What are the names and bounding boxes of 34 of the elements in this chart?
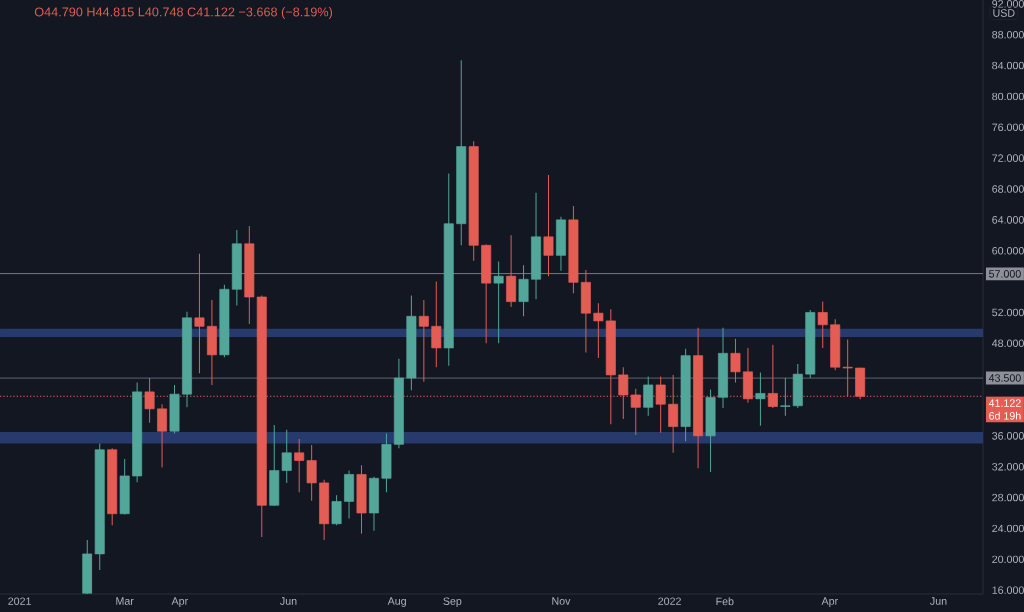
y-tick-label: 32.000 — [992, 462, 1024, 471]
x-tick-label: Jun — [930, 597, 947, 605]
y-tick-label: 24.000 — [992, 524, 1024, 533]
y-tick-label: 48.000 — [991, 339, 1024, 348]
text: O44.790 H44.815 L40.748 C41.122 −3.668 (−8.19%) — [34, 7, 333, 19]
x-tick-label: 2022 — [658, 597, 681, 605]
x-tick-label: Mar — [116, 597, 134, 605]
y-tick-label: 16.000 — [992, 586, 1024, 594]
ref-line-label: 41.122 — [988, 399, 1021, 407]
y-tick-label: 68.000 — [992, 185, 1024, 193]
x-tick-label: Jun — [280, 597, 297, 605]
ref-line-label: 43.500 — [988, 374, 1021, 382]
y-tick-label: 84.000 — [992, 61, 1024, 70]
x-tick-label: Nov — [552, 597, 571, 605]
ref-line-label: 57.000 — [989, 270, 1021, 278]
x-tick-label: 2021 — [8, 597, 31, 605]
x-tick-label: Aug — [387, 597, 406, 607]
text: 6d 19h — [989, 411, 1021, 420]
x-tick-label: Apr — [821, 597, 838, 607]
text: USD — [993, 9, 1015, 17]
y-tick-label: 76.000 — [992, 123, 1024, 132]
y-tick-label: 92.000 — [992, 0, 1024, 8]
y-tick-label: 80.000 — [992, 92, 1024, 101]
y-tick-label: 36.000 — [992, 432, 1024, 440]
y-tick-label: 52.000 — [992, 308, 1024, 317]
y-tick-label: 28.000 — [992, 493, 1024, 502]
y-tick-label: 20.000 — [992, 555, 1024, 564]
y-tick-label: 64.000 — [992, 216, 1024, 224]
x-tick-label: Apr — [171, 597, 188, 607]
x-tick-label: Sep — [443, 597, 462, 608]
y-tick-label: 60.000 — [992, 246, 1024, 255]
y-tick-label: 88.000 — [992, 30, 1024, 39]
x-tick-label: Feb — [716, 597, 734, 606]
y-tick-label: 72.000 — [992, 154, 1024, 162]
